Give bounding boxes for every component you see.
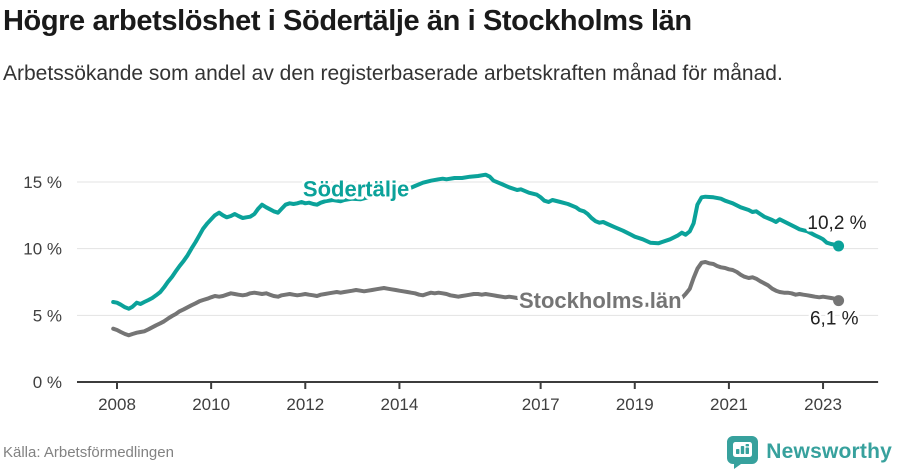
chart-subtitle: Arbetssökande som andel av den registerb…: [3, 62, 783, 85]
y-axis-label: 15 %: [23, 173, 62, 192]
newsworthy-wordmark: Newsworthy: [766, 440, 892, 463]
newsworthy-logo-icon: [727, 436, 759, 469]
series-label-sodertalje: Södertälje: [303, 177, 409, 202]
x-axis-tick-label: 2008: [98, 395, 136, 414]
chart-title: Högre arbetslöshet i Södertälje än i Sto…: [3, 5, 692, 37]
x-axis-tick-label: 2017: [522, 395, 560, 414]
series-line-sodertalje: [111, 172, 841, 311]
x-axis-tick-label: 2012: [286, 395, 324, 414]
series-end-dot-sodertalje: [833, 240, 845, 252]
x-axis-tick-label: 2021: [710, 395, 748, 414]
y-axis-label: 0 %: [33, 373, 62, 392]
newsworthy-brand: Newsworthy: [726, 435, 892, 469]
source-note: Källa: Arbetsförmedlingen: [3, 443, 174, 461]
x-axis-tick-label: 2023: [804, 395, 842, 414]
x-axis-tick-label: 2014: [381, 395, 419, 414]
series-line-stockholms-lan: [111, 260, 841, 338]
series-end-dot-stockholms-lan: [833, 295, 845, 307]
y-axis-label: 10 %: [23, 240, 62, 259]
x-axis-tick-label: 2010: [192, 395, 230, 414]
series-end-value-sodertalje: 10,2 %: [807, 213, 866, 234]
x-axis-tick-label: 2019: [616, 395, 654, 414]
series-label-stockholms-lan: Stockholms län: [519, 288, 682, 313]
y-axis-label: 5 %: [33, 306, 62, 325]
chart-footer: Källa: Arbetsförmedlingen Newsworthy: [3, 435, 892, 469]
series-end-value-stockholms-lan: 6,1 %: [810, 309, 859, 330]
